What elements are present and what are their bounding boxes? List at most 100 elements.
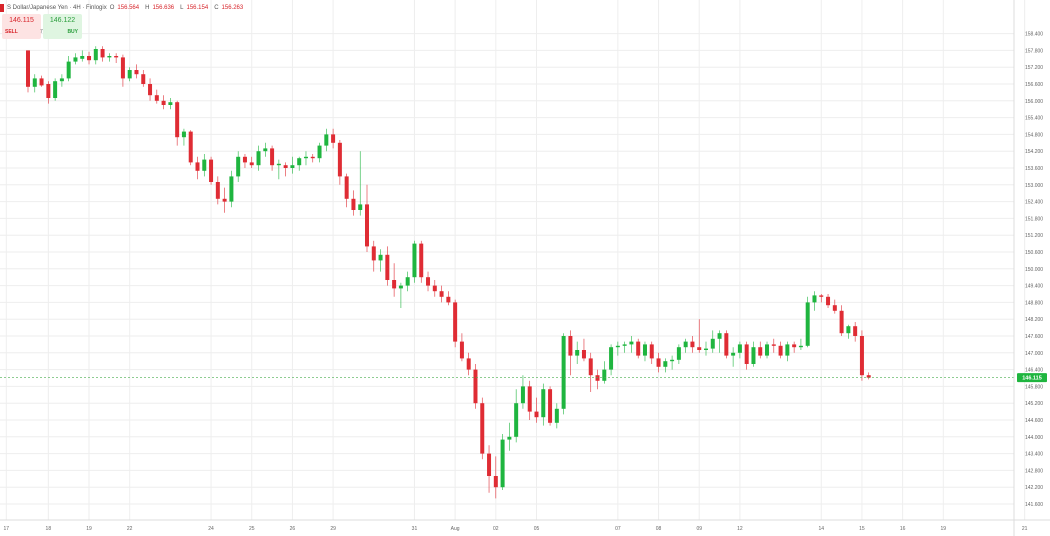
candle: [181, 128, 186, 146]
candle-body: [642, 344, 647, 356]
candle: [453, 299, 458, 348]
candle-body: [134, 70, 139, 75]
candle: [141, 70, 146, 87]
price-axis[interactable]: 158.400 157.800 157.200 156.600 156.000 155.4…: [1013, 0, 1043, 536]
candle-body: [365, 204, 369, 247]
candle-body: [792, 344, 797, 348]
candle-body: [317, 145, 322, 159]
candle-body: [839, 310, 844, 334]
candle-body: [236, 156, 241, 177]
candle: [195, 156, 200, 180]
candle: [53, 78, 58, 101]
candle: [493, 456, 498, 499]
candle-body: [493, 476, 498, 488]
candle: [398, 282, 403, 308]
candle-body: [676, 347, 681, 360]
x-tick-label: 21: [1022, 526, 1028, 532]
candle-body: [731, 352, 736, 356]
candle: [737, 341, 742, 359]
candle: [690, 336, 695, 353]
candle-body: [290, 165, 295, 168]
candle-body: [310, 156, 315, 159]
candle: [859, 330, 864, 381]
candle: [222, 187, 227, 213]
candle: [866, 372, 871, 380]
candle-body: [181, 131, 186, 138]
candle: [351, 190, 356, 216]
ohlc-close-key: C: [214, 5, 219, 11]
candle: [114, 53, 119, 63]
candle-body: [649, 344, 654, 359]
candle: [439, 285, 444, 303]
candles: [26, 46, 871, 499]
candle-body: [405, 277, 410, 286]
candle-body: [256, 151, 261, 166]
y-tick-label: 146.400: [1025, 368, 1043, 374]
candle-body: [331, 134, 336, 143]
candle-body: [87, 56, 92, 61]
y-tick-label: 158.400: [1025, 32, 1043, 38]
candle: [371, 240, 376, 272]
candle-body: [168, 102, 173, 105]
x-tick-label: 08: [656, 526, 662, 532]
candle-body: [710, 338, 715, 349]
candle-body: [595, 375, 600, 381]
y-tick-label: 150.000: [1025, 267, 1043, 273]
candle-body: [697, 347, 702, 350]
candle: [792, 341, 797, 353]
candle-body: [866, 375, 871, 378]
x-tick-label: 18: [46, 526, 52, 532]
candle-body: [527, 386, 532, 412]
candle: [161, 95, 166, 110]
candle-body: [378, 254, 383, 261]
candle: [507, 422, 512, 451]
candle-body: [778, 345, 783, 356]
candle-body: [46, 84, 51, 98]
buy-button[interactable]: 146.122 BUY: [43, 14, 82, 39]
candle-body: [276, 163, 281, 166]
candle: [276, 159, 281, 180]
candle-body: [39, 78, 44, 86]
candle: [554, 403, 559, 429]
candle-body: [690, 341, 695, 348]
candle-body: [229, 176, 234, 202]
x-tick-label: 12: [737, 526, 743, 532]
candle: [154, 89, 159, 104]
y-tick-label: 157.200: [1025, 65, 1043, 71]
x-tick-label: 17: [4, 526, 10, 532]
candle-body: [270, 148, 275, 166]
candle: [649, 341, 654, 364]
y-tick-label: 149.400: [1025, 284, 1043, 290]
candle: [487, 445, 492, 493]
candle-body: [148, 84, 153, 96]
candle: [765, 341, 770, 359]
x-tick-label: 25: [249, 526, 255, 532]
candle: [588, 352, 593, 392]
trade-widget: 146.115 SELL 7 146.122 BUY: [2, 14, 82, 40]
sell-button[interactable]: 146.115 SELL: [2, 14, 41, 39]
candle-body: [344, 176, 349, 199]
time-axis[interactable]: 17 18 19 22 24 25 26 29 31 Aug 02 05 07 08 09 12 14 15 16 1…: [0, 519, 1050, 532]
candle-body: [670, 359, 675, 362]
candle-body: [303, 156, 308, 159]
candle: [317, 142, 322, 163]
chart-grid: [0, 0, 1026, 520]
candle: [500, 434, 505, 490]
sell-label: SELL: [5, 29, 18, 35]
candle-body: [392, 280, 397, 289]
candle-body: [263, 148, 268, 152]
x-tick-label: 22: [127, 526, 133, 532]
candle-body: [222, 198, 227, 202]
candle: [459, 333, 464, 362]
x-tick-label: 09: [696, 526, 702, 532]
candle-body: [459, 341, 464, 359]
y-tick-label: 151.200: [1025, 233, 1043, 239]
candle-body: [500, 439, 505, 488]
candle: [466, 352, 471, 376]
candle-body: [432, 285, 437, 292]
candle-body: [507, 436, 512, 440]
candle: [412, 240, 417, 283]
candle: [392, 263, 397, 297]
y-tick-label: 142.200: [1025, 485, 1043, 491]
